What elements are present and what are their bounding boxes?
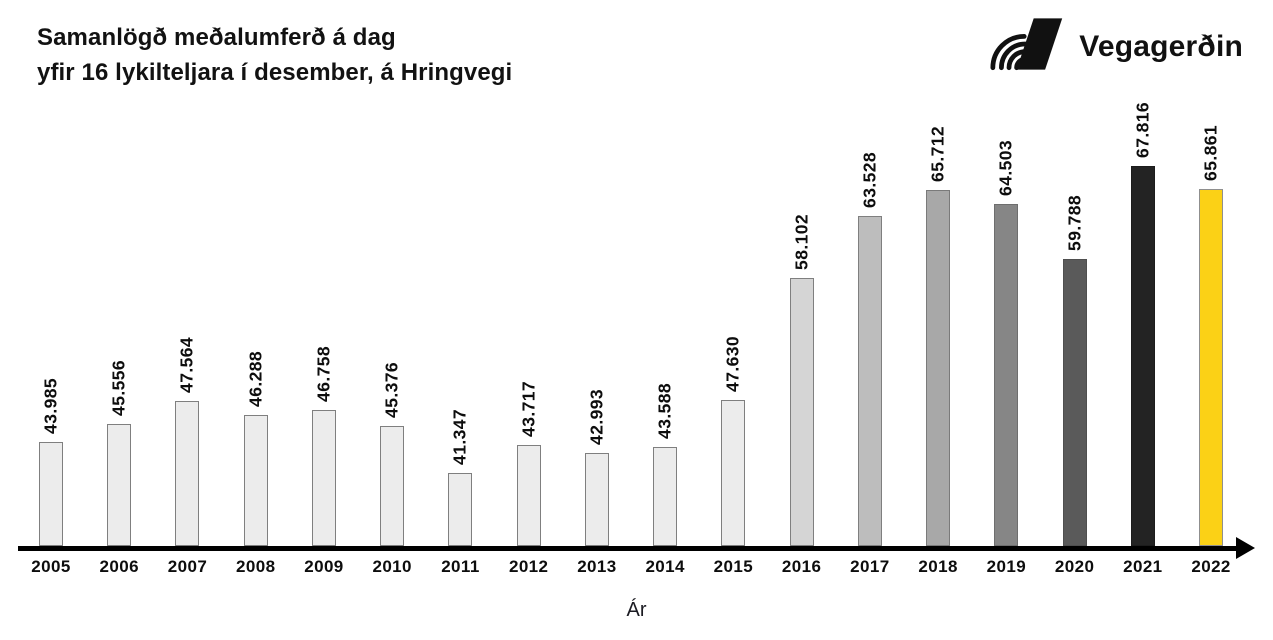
x-tick-2022: 2022 bbox=[1191, 557, 1231, 576]
x-tick-2008: 2008 bbox=[236, 557, 276, 576]
value-label-2015: 47.630 bbox=[722, 336, 743, 392]
bar-2005 bbox=[39, 442, 63, 546]
bar-2020 bbox=[1062, 259, 1087, 546]
value-label-2014: 43.588 bbox=[654, 383, 675, 439]
x-tick-2007: 2007 bbox=[167, 557, 208, 576]
value-label-2019: 64.503 bbox=[995, 140, 1016, 196]
value-label-2009: 46.758 bbox=[313, 346, 334, 402]
bar-2021 bbox=[1130, 166, 1155, 546]
value-label-2005: 43.985 bbox=[40, 378, 61, 434]
bar-2008 bbox=[243, 415, 268, 546]
value-label-2017: 63.528 bbox=[859, 152, 880, 208]
x-tick-2012: 2012 bbox=[508, 557, 549, 576]
x-tick-2009: 2009 bbox=[304, 557, 344, 576]
chart-title: Samanlögð meðalumferð á dag yfir 16 lyki… bbox=[37, 20, 512, 90]
value-label-2020: 59.788 bbox=[1064, 195, 1085, 251]
bar-2010 bbox=[380, 426, 405, 546]
bar-2006 bbox=[107, 424, 132, 546]
x-tick-2021: 2021 bbox=[1123, 557, 1163, 576]
x-tick-2019: 2019 bbox=[986, 557, 1027, 576]
x-tick-2017: 2017 bbox=[850, 557, 890, 576]
x-tick-2016: 2016 bbox=[781, 557, 822, 576]
bar-2012 bbox=[516, 445, 541, 546]
x-axis-title: Ár bbox=[626, 599, 647, 621]
value-label-2018: 65.712 bbox=[927, 126, 948, 182]
value-label-2021: 67.816 bbox=[1132, 102, 1153, 158]
x-tick-2015: 2015 bbox=[713, 557, 754, 576]
x-tick-2013: 2013 bbox=[577, 557, 617, 576]
vegagerdin-road-stripes-icon bbox=[990, 16, 1066, 77]
x-tick-2014: 2014 bbox=[645, 557, 685, 576]
bar-2007 bbox=[175, 401, 200, 546]
x-tick-2006: 2006 bbox=[99, 557, 139, 576]
x-axis-line bbox=[18, 546, 1239, 551]
logo-wordmark: Vegagerðin bbox=[1079, 29, 1243, 63]
chart-title-line2: yfir 16 lykilteljara í desember, á Hring… bbox=[37, 59, 513, 86]
bar-2016 bbox=[789, 278, 814, 546]
value-label-2011: 41.347 bbox=[449, 409, 470, 465]
bar-2014 bbox=[653, 447, 678, 546]
value-label-2012: 43.717 bbox=[518, 381, 539, 437]
value-label-2022: 65.861 bbox=[1200, 125, 1221, 181]
bar-2022 bbox=[1199, 189, 1224, 546]
value-label-2016: 58.102 bbox=[791, 214, 812, 270]
bar-2017 bbox=[857, 216, 882, 546]
value-label-2006: 45.556 bbox=[108, 360, 129, 416]
bar-2009 bbox=[311, 410, 336, 546]
value-label-2007: 47.564 bbox=[176, 337, 197, 393]
x-tick-2018: 2018 bbox=[918, 557, 958, 576]
bar-2011 bbox=[448, 473, 473, 546]
x-tick-2005: 2005 bbox=[31, 557, 71, 576]
x-tick-2020: 2020 bbox=[1054, 557, 1095, 576]
bar-2015 bbox=[721, 400, 746, 546]
x-tick-2010: 2010 bbox=[372, 557, 412, 576]
chart-title-line1: Samanlögð meðalumferð á dag bbox=[37, 24, 396, 51]
x-axis-arrow-icon bbox=[1236, 537, 1255, 559]
x-tick-2011: 2011 bbox=[441, 557, 480, 576]
value-label-2008: 46.288 bbox=[245, 351, 266, 407]
value-label-2013: 42.993 bbox=[586, 389, 607, 445]
bar-2019 bbox=[994, 204, 1019, 546]
vegagerdin-logo: Vegagerðin bbox=[990, 16, 1243, 77]
value-label-2010: 45.376 bbox=[381, 362, 402, 418]
bar-2013 bbox=[584, 453, 609, 546]
bar-2018 bbox=[926, 190, 951, 546]
